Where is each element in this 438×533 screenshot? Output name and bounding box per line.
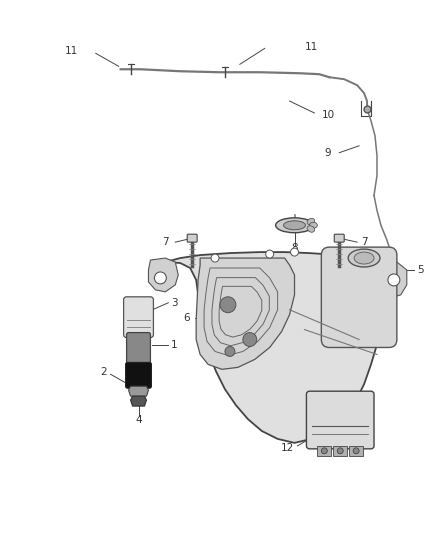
Text: 12: 12 <box>281 443 294 453</box>
Ellipse shape <box>307 219 314 225</box>
Circle shape <box>225 346 235 357</box>
Circle shape <box>388 274 400 286</box>
Ellipse shape <box>276 218 314 233</box>
Ellipse shape <box>348 249 380 267</box>
Polygon shape <box>379 260 407 298</box>
Polygon shape <box>148 258 178 292</box>
FancyBboxPatch shape <box>124 297 153 337</box>
FancyBboxPatch shape <box>307 391 374 449</box>
FancyBboxPatch shape <box>187 234 197 242</box>
Bar <box>333 446 347 456</box>
FancyBboxPatch shape <box>321 247 397 348</box>
FancyBboxPatch shape <box>127 333 150 366</box>
Text: 3: 3 <box>171 298 178 308</box>
Text: 2: 2 <box>100 367 107 377</box>
Text: 10: 10 <box>321 110 335 120</box>
Text: 11: 11 <box>64 46 78 56</box>
FancyBboxPatch shape <box>126 362 152 388</box>
Circle shape <box>290 248 298 256</box>
Text: 7: 7 <box>162 237 168 247</box>
Bar <box>318 446 331 456</box>
Text: 4: 4 <box>135 415 142 425</box>
Circle shape <box>353 448 359 454</box>
FancyBboxPatch shape <box>334 234 344 242</box>
Text: 9: 9 <box>325 148 331 158</box>
Circle shape <box>220 297 236 313</box>
Circle shape <box>211 254 219 262</box>
Ellipse shape <box>309 222 318 228</box>
Text: 1: 1 <box>171 340 178 350</box>
Polygon shape <box>131 396 146 406</box>
Text: 7: 7 <box>361 237 368 247</box>
Ellipse shape <box>283 221 305 230</box>
Circle shape <box>321 448 327 454</box>
Polygon shape <box>129 386 148 396</box>
Ellipse shape <box>307 226 314 232</box>
Circle shape <box>337 448 343 454</box>
Circle shape <box>155 272 166 284</box>
Text: 8: 8 <box>291 243 298 253</box>
Ellipse shape <box>354 252 374 264</box>
Text: 6: 6 <box>184 313 190 322</box>
Polygon shape <box>165 252 397 443</box>
Bar <box>349 446 363 456</box>
Circle shape <box>243 333 257 346</box>
Text: 11: 11 <box>304 43 318 52</box>
Text: 5: 5 <box>417 265 424 275</box>
Circle shape <box>266 250 274 258</box>
Polygon shape <box>196 258 294 369</box>
